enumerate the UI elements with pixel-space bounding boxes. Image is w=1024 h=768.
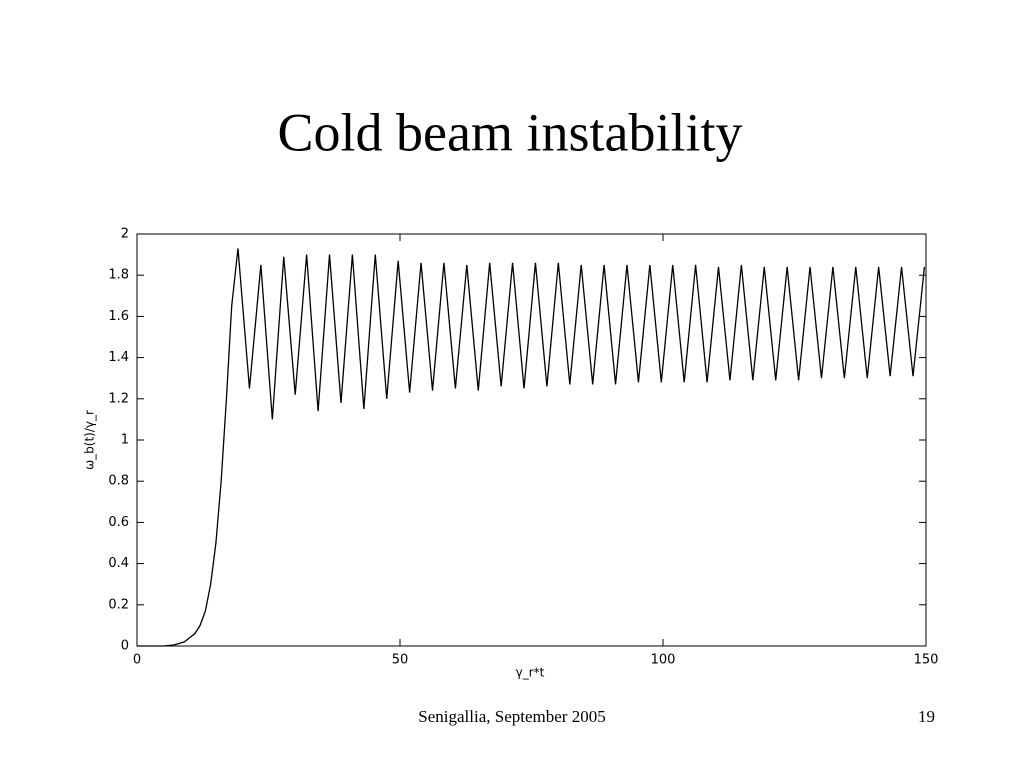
y-tick-label: 0.2 xyxy=(108,597,129,612)
y-tick-label: 1.2 xyxy=(108,391,129,406)
footer: Senigallia, September 2005 xyxy=(418,707,605,726)
data-line xyxy=(137,248,926,647)
y-tick-label: 0 xyxy=(121,639,129,654)
y-tick-label: 0.8 xyxy=(108,474,129,489)
y-tick-label: 1.6 xyxy=(108,309,129,324)
y-tick-label: 2 xyxy=(121,227,129,242)
y-axis-label: ω_b(t)/γ_r xyxy=(83,410,97,470)
y-tick-label: 1 xyxy=(121,433,129,448)
x-tick-label: 150 xyxy=(914,653,939,668)
y-tick-label: 1.4 xyxy=(108,350,129,365)
y-tick-label: 0.6 xyxy=(108,515,129,530)
y-tick-label: 1.8 xyxy=(108,268,129,283)
x-tick-label: 0 xyxy=(133,653,141,668)
y-tick-label: 0.4 xyxy=(108,556,129,571)
x-tick-label: 50 xyxy=(392,653,409,668)
x-axis-label: γ_r*t xyxy=(516,666,545,680)
slide-title: Cold beam instability xyxy=(278,102,743,162)
x-tick-label: 100 xyxy=(651,653,676,668)
page-number: 19 xyxy=(918,707,935,726)
